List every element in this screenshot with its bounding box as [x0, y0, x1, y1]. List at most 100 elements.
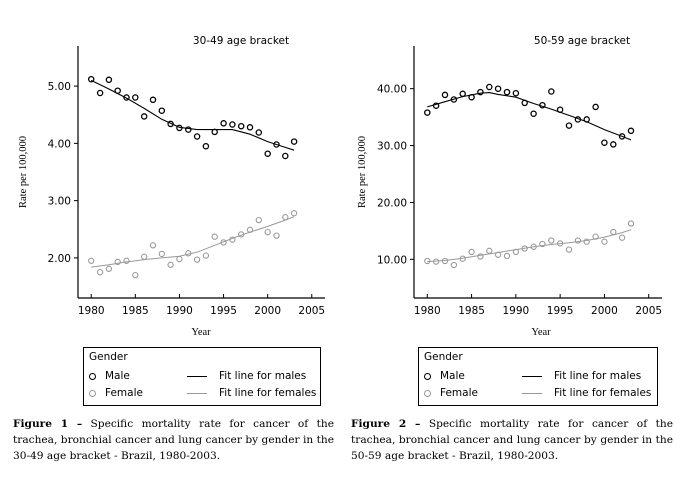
female-fit-line-icon: [187, 392, 207, 394]
x-tick-label: 1980: [414, 305, 441, 317]
female-data-point: [273, 232, 280, 239]
x-tick-label: 2000: [591, 305, 618, 317]
male-data-point: [220, 120, 227, 127]
y-axis-title: Rate per 100,000: [18, 136, 29, 208]
male-data-point: [264, 150, 271, 157]
female-data-point: [512, 248, 520, 256]
male-fit-line-icon: [522, 375, 542, 377]
male-data-point: [486, 83, 493, 91]
male-data-point: [237, 122, 245, 130]
female-marker-icon: [89, 389, 96, 397]
male-data-point: [149, 96, 157, 104]
female-data-point: [96, 269, 104, 276]
y-tick-label: 30.00: [377, 141, 407, 153]
male-data-point: [123, 94, 130, 101]
male-data-point: [512, 89, 520, 97]
female-data-point: [141, 253, 148, 260]
male-data-point: [503, 88, 511, 96]
male-data-point: [601, 139, 608, 146]
female-data-point: [574, 237, 582, 244]
female-data-point: [450, 261, 458, 269]
figure-caption: Figure 1 – Specific mortality rate for c…: [13, 416, 334, 464]
legend-male-fit-label: Fit line for males: [219, 370, 307, 382]
male-data-point: [132, 94, 139, 101]
female-data-point: [618, 234, 626, 241]
male-fit-line-icon: [187, 375, 207, 377]
legend-female-fit-label: Fit line for females: [554, 387, 652, 399]
male-data-point: [556, 106, 564, 113]
x-tick-label: 1995: [210, 305, 237, 317]
male-data-point: [610, 141, 617, 148]
male-data-point: [548, 88, 555, 95]
legend-row-male: Male Fit line for males: [424, 369, 641, 383]
female-data-point: [282, 214, 289, 221]
caption-label: Figure 2 –: [351, 418, 421, 430]
male-data-point: [494, 85, 502, 92]
female-data-point: [548, 237, 555, 244]
x-tick-label: 2000: [254, 305, 281, 317]
female-data-point: [583, 238, 590, 245]
female-data-point: [610, 228, 617, 236]
x-tick-label: 1990: [502, 305, 529, 317]
chart-title: 30-49 age bracket: [193, 35, 289, 47]
female-data-point: [193, 256, 201, 263]
male-data-point: [618, 133, 626, 140]
male-data-point: [211, 128, 218, 136]
x-tick-label: 1985: [458, 305, 485, 317]
male-data-point: [539, 101, 546, 109]
female-data-point: [627, 220, 635, 227]
female-data-point: [486, 247, 493, 254]
legend-male-fit-label: Fit line for males: [554, 370, 642, 382]
legend: Gender Male Fit line for males Female Fi…: [83, 347, 321, 406]
x-tick-label: 1985: [122, 305, 149, 317]
male-data-point: [282, 152, 289, 160]
female-data-point: [468, 248, 475, 256]
female-data-point: [530, 243, 537, 250]
female-data-point: [185, 250, 192, 257]
y-tick-label: 2.00: [48, 253, 71, 265]
female-data-point: [565, 246, 573, 253]
figure-2: 50-59 age bracket 10.00 20.00 30.00 40.00 1…: [341, 0, 682, 480]
female-data-point: [494, 251, 502, 258]
male-data-point: [105, 76, 113, 84]
male-fit-line: [427, 92, 632, 141]
male-data-point: [140, 113, 148, 120]
male-data-point: [530, 110, 537, 117]
legend-row-female: Female Fit line for females: [89, 386, 316, 400]
male-data-point: [273, 141, 280, 148]
female-data-point: [132, 271, 139, 279]
male-data-point: [468, 93, 475, 101]
male-data-point: [459, 90, 466, 98]
legend-title: Gender: [424, 351, 463, 363]
male-data-point: [202, 142, 210, 150]
female-data-point: [220, 239, 227, 246]
male-data-point: [158, 107, 166, 114]
male-data-point: [193, 133, 201, 140]
male-data-point: [441, 91, 449, 99]
female-data-point: [521, 245, 528, 252]
legend-female-fit-label: Fit line for females: [219, 387, 317, 399]
x-axis-title: Year: [531, 327, 551, 338]
male-data-point: [290, 138, 298, 145]
male-data-point: [450, 96, 458, 103]
female-data-point: [158, 250, 165, 258]
male-data-point: [176, 124, 183, 132]
male-data-point: [565, 122, 573, 129]
figure-1: 30-49 age bracket 2.00 3.00 4.00 5.00 1980 1…: [0, 0, 341, 480]
figure-caption: Figure 2 – Specific mortality rate for c…: [351, 416, 673, 464]
male-data-point: [521, 99, 528, 107]
chart-30-49: 30-49 age bracket 2.00 3.00 4.00 5.00 1980 1…: [18, 35, 325, 338]
male-data-point: [87, 75, 95, 83]
male-data-point: [246, 124, 254, 131]
male-data-point: [432, 102, 440, 109]
female-data-point: [441, 257, 449, 265]
female-fit-line-icon: [522, 392, 542, 394]
female-data-point: [556, 240, 564, 247]
female-data-point: [167, 261, 174, 268]
legend-female-label: Female: [105, 387, 143, 399]
female-data-point: [477, 253, 484, 260]
female-data-point: [176, 255, 183, 263]
female-data-point: [503, 252, 511, 260]
legend-female-label: Female: [440, 387, 478, 399]
legend: Gender Male Fit line for males Female Fi…: [418, 347, 658, 406]
